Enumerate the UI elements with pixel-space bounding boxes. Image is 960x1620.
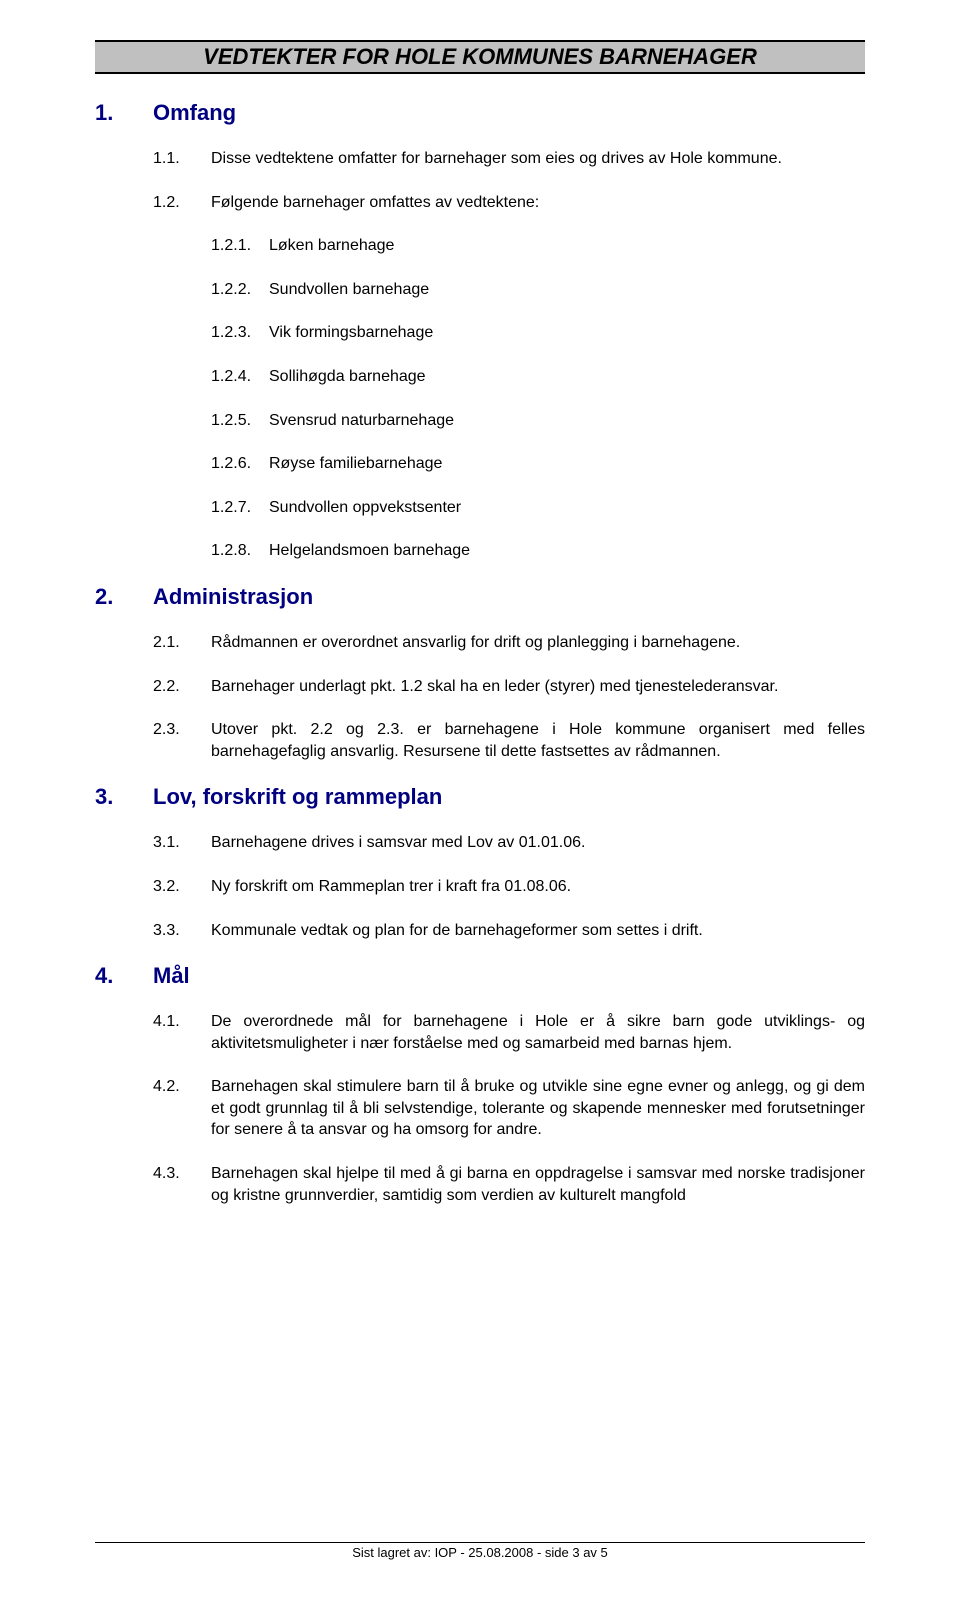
- item-num: 1.2.5.: [211, 410, 269, 432]
- item-text: Rådmannen er overordnet ansvarlig for dr…: [211, 632, 865, 654]
- item-num: 1.2.2.: [211, 279, 269, 301]
- item-1-2-5: 1.2.5. Svensrud naturbarnehage: [211, 410, 865, 432]
- item-num: 1.2.1.: [211, 235, 269, 257]
- section-4: 4. Mål 4.1. De overordnede mål for barne…: [95, 963, 865, 1206]
- section-1-title: Omfang: [153, 100, 236, 126]
- item-num: 2.2.: [153, 676, 211, 698]
- item-text: Følgende barnehager omfattes av vedtekte…: [211, 192, 865, 214]
- section-1-heading: 1. Omfang: [95, 100, 865, 126]
- section-2-heading: 2. Administrasjon: [95, 584, 865, 610]
- item-num: 2.3.: [153, 719, 211, 762]
- item-text: Barnehager underlagt pkt. 1.2 skal ha en…: [211, 676, 865, 698]
- item-2-2: 2.2. Barnehager underlagt pkt. 1.2 skal …: [153, 676, 865, 698]
- item-text: Disse vedtektene omfatter for barnehager…: [211, 148, 865, 170]
- item-num: 1.2.3.: [211, 322, 269, 344]
- item-num: 1.2.8.: [211, 540, 269, 562]
- section-4-num: 4.: [95, 963, 153, 989]
- item-num: 1.2.6.: [211, 453, 269, 475]
- item-1-2: 1.2. Følgende barnehager omfattes av ved…: [153, 192, 865, 214]
- item-text: Barnehagen skal stimulere barn til å bru…: [211, 1076, 865, 1141]
- item-3-1: 3.1. Barnehagene drives i samsvar med Lo…: [153, 832, 865, 854]
- item-4-2: 4.2. Barnehagen skal stimulere barn til …: [153, 1076, 865, 1141]
- footer-text: Sist lagret av: IOP - 25.08.2008 - side …: [352, 1545, 608, 1560]
- section-2-num: 2.: [95, 584, 153, 610]
- item-text: De overordnede mål for barnehagene i Hol…: [211, 1011, 865, 1054]
- item-3-3: 3.3. Kommunale vedtak og plan for de bar…: [153, 920, 865, 942]
- item-text: Ny forskrift om Rammeplan trer i kraft f…: [211, 876, 865, 898]
- section-2: 2. Administrasjon 2.1. Rådmannen er over…: [95, 584, 865, 762]
- item-4-3: 4.3. Barnehagen skal hjelpe til med å gi…: [153, 1163, 865, 1206]
- item-text: Vik formingsbarnehage: [269, 322, 865, 344]
- item-num: 3.2.: [153, 876, 211, 898]
- item-num: 1.1.: [153, 148, 211, 170]
- page-footer: Sist lagret av: IOP - 25.08.2008 - side …: [95, 1542, 865, 1560]
- item-1-2-2: 1.2.2. Sundvollen barnehage: [211, 279, 865, 301]
- item-num: 4.2.: [153, 1076, 211, 1141]
- item-1-2-4: 1.2.4. Sollihøgda barnehage: [211, 366, 865, 388]
- item-2-3: 2.3. Utover pkt. 2.2 og 2.3. er barnehag…: [153, 719, 865, 762]
- item-num: 4.3.: [153, 1163, 211, 1206]
- item-num: 3.3.: [153, 920, 211, 942]
- item-text: Kommunale vedtak og plan for de barnehag…: [211, 920, 865, 942]
- item-1-2-7: 1.2.7. Sundvollen oppvekstsenter: [211, 497, 865, 519]
- section-4-heading: 4. Mål: [95, 963, 865, 989]
- item-3-2: 3.2. Ny forskrift om Rammeplan trer i kr…: [153, 876, 865, 898]
- section-1-num: 1.: [95, 100, 153, 126]
- item-4-1: 4.1. De overordnede mål for barnehagene …: [153, 1011, 865, 1054]
- item-text: Røyse familiebarnehage: [269, 453, 865, 475]
- item-1-1: 1.1. Disse vedtektene omfatter for barne…: [153, 148, 865, 170]
- item-text: Løken barnehage: [269, 235, 865, 257]
- section-3: 3. Lov, forskrift og rammeplan 3.1. Barn…: [95, 784, 865, 941]
- item-text: Barnehagene drives i samsvar med Lov av …: [211, 832, 865, 854]
- item-num: 1.2.4.: [211, 366, 269, 388]
- item-text: Helgelandsmoen barnehage: [269, 540, 865, 562]
- item-num: 1.2.7.: [211, 497, 269, 519]
- document-title: VEDTEKTER FOR HOLE KOMMUNES BARNEHAGER: [95, 44, 865, 70]
- item-text: Utover pkt. 2.2 og 2.3. er barnehagene i…: [211, 719, 865, 762]
- document-header: VEDTEKTER FOR HOLE KOMMUNES BARNEHAGER: [95, 40, 865, 74]
- item-num: 2.1.: [153, 632, 211, 654]
- item-num: 3.1.: [153, 832, 211, 854]
- section-3-num: 3.: [95, 784, 153, 810]
- item-1-2-1: 1.2.1. Løken barnehage: [211, 235, 865, 257]
- item-text: Sundvollen barnehage: [269, 279, 865, 301]
- item-2-1: 2.1. Rådmannen er overordnet ansvarlig f…: [153, 632, 865, 654]
- section-4-title: Mål: [153, 963, 190, 989]
- section-2-title: Administrasjon: [153, 584, 313, 610]
- item-1-2-8: 1.2.8. Helgelandsmoen barnehage: [211, 540, 865, 562]
- item-text: Svensrud naturbarnehage: [269, 410, 865, 432]
- item-text: Barnehagen skal hjelpe til med å gi barn…: [211, 1163, 865, 1206]
- item-num: 1.2.: [153, 192, 211, 214]
- item-1-2-3: 1.2.3. Vik formingsbarnehage: [211, 322, 865, 344]
- item-num: 4.1.: [153, 1011, 211, 1054]
- section-3-title: Lov, forskrift og rammeplan: [153, 784, 442, 810]
- section-3-heading: 3. Lov, forskrift og rammeplan: [95, 784, 865, 810]
- item-text: Sollihøgda barnehage: [269, 366, 865, 388]
- section-1: 1. Omfang 1.1. Disse vedtektene omfatter…: [95, 100, 865, 562]
- item-text: Sundvollen oppvekstsenter: [269, 497, 865, 519]
- item-1-2-6: 1.2.6. Røyse familiebarnehage: [211, 453, 865, 475]
